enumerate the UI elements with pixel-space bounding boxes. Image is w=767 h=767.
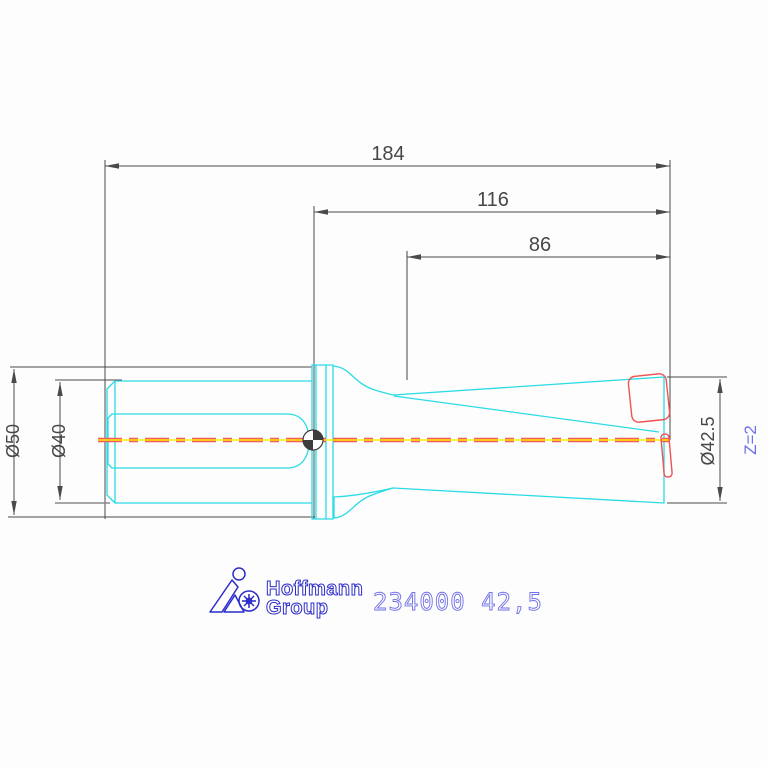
dimension-86: 86 <box>407 234 670 260</box>
hoffmann-group-logo-icon <box>209 567 260 613</box>
arrow-down-icon <box>717 487 723 501</box>
arrow-left-icon <box>407 254 421 260</box>
dimension-184: 184 <box>105 143 670 169</box>
dim-label-dia50: Ø50 <box>3 424 23 458</box>
neck-top-curve <box>332 365 394 396</box>
arrow-up-icon <box>57 382 63 396</box>
center-insert-outline <box>660 433 673 478</box>
arrow-up-icon <box>717 379 723 393</box>
flute-count-label: Z=2 <box>741 425 760 455</box>
arrow-left-icon <box>314 209 328 215</box>
dimension-dia50: Ø50 <box>3 369 23 515</box>
extension-lines <box>8 160 727 519</box>
dim-label-dia425: Ø42.5 <box>698 416 718 465</box>
arrow-left-icon <box>105 163 119 169</box>
arrow-down-icon <box>57 486 63 500</box>
dim-label-184: 184 <box>371 143 404 165</box>
dim-label-86: 86 <box>529 234 551 256</box>
datum-target-icon <box>302 429 324 451</box>
arrow-down-icon <box>11 501 17 515</box>
logo-figure-body <box>209 579 239 613</box>
logo-gear-spokes <box>242 594 256 608</box>
dimension-dia40: Ø40 <box>49 382 69 500</box>
dim-label-dia40: Ø40 <box>49 424 69 458</box>
brand-name-line1: Hoffmann <box>266 578 363 600</box>
logo-gear-hub <box>245 597 253 605</box>
neck-bottom-relief <box>333 487 394 518</box>
arrow-right-icon <box>656 209 670 215</box>
flute-edge-line <box>393 395 660 433</box>
dimension-116: 116 <box>314 189 670 215</box>
arrow-right-icon <box>656 254 670 260</box>
arrow-up-icon <box>11 369 17 383</box>
logo-gear-outline <box>238 590 260 612</box>
peripheral-insert-outline <box>627 373 671 423</box>
logo-head-circle <box>232 567 246 581</box>
arrow-right-icon <box>656 163 670 169</box>
dim-label-116: 116 <box>477 189 509 211</box>
dimension-dia425: Ø42.5 <box>698 379 723 501</box>
neck-bottom-curve <box>332 487 394 519</box>
part-number: 234000 42,5 <box>373 588 543 616</box>
brand-name-line2: Group <box>266 597 329 619</box>
